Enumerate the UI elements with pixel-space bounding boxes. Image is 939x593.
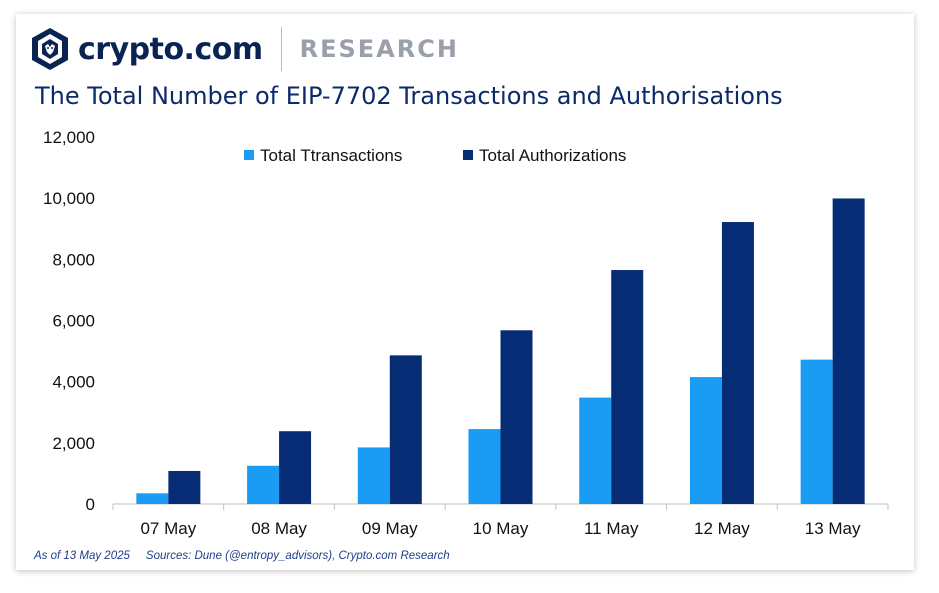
legend-transactions-label: Total Ttransactions — [260, 146, 402, 165]
x-tick-label: 12 May — [694, 519, 750, 538]
bar-chart: 0 2,000 4,000 6,000 8,000 10,000 12,000 07 May 0… — [43, 128, 889, 538]
x-tick-label: 11 May — [584, 519, 639, 538]
bar-total-authorizations — [389, 355, 422, 504]
y-tick-label: 2,000 — [52, 434, 95, 453]
y-tick-label: 6,000 — [52, 312, 95, 331]
research-label: RESEARCH — [299, 35, 459, 63]
y-tick-label: 4,000 — [52, 373, 95, 392]
bar-total-transactions — [689, 377, 722, 504]
x-tick-label: 08 May — [251, 519, 307, 538]
footnote-as-of: As of 13 May 2025 — [34, 550, 130, 562]
bar-total-authorizations — [168, 470, 201, 504]
y-tick-label: 12,000 — [43, 128, 95, 147]
bar-total-authorizations — [279, 431, 312, 504]
bar-total-transactions — [357, 447, 390, 504]
x-tick-label: 07 May — [140, 519, 196, 538]
y-tick-label: 0 — [86, 495, 95, 514]
bar-total-transactions — [579, 397, 612, 504]
brand-name[interactable]: crypto.com — [78, 31, 263, 67]
x-tick-label: 13 May — [805, 519, 861, 538]
x-tick-label: 09 May — [362, 519, 418, 538]
x-tick-label: 10 May — [473, 519, 529, 538]
bar-total-authorizations — [721, 222, 754, 504]
footnote: As of 13 May 2025 Sources: Dune (@entropy… — [34, 550, 450, 562]
bar-total-transactions — [136, 493, 169, 504]
bar-total-authorizations — [500, 330, 533, 504]
bar-total-transactions — [800, 359, 833, 504]
y-tick-label: 10,000 — [43, 189, 95, 208]
bar-total-transactions — [468, 429, 501, 504]
bar-total-authorizations — [611, 270, 644, 504]
footnote-sources: Sources: Dune (@entropy_advisors), Crypt… — [145, 550, 450, 562]
legend-transactions-swatch — [244, 150, 254, 160]
legend-authorizations-label: Total Authorizations — [479, 146, 626, 165]
bar-total-transactions — [247, 465, 280, 504]
brand-header: crypto.com RESEARCH — [30, 26, 459, 72]
y-tick-label: 8,000 — [52, 250, 95, 269]
chart-title: The Total Number of EIP-7702 Transaction… — [35, 82, 783, 110]
chart-card: crypto.com RESEARCH The Total Number of … — [16, 14, 914, 570]
legend-authorizations-swatch — [463, 150, 473, 160]
crypto-com-lion-shield-icon — [32, 28, 68, 70]
brand-divider — [280, 27, 282, 71]
bar-total-authorizations — [832, 198, 865, 504]
